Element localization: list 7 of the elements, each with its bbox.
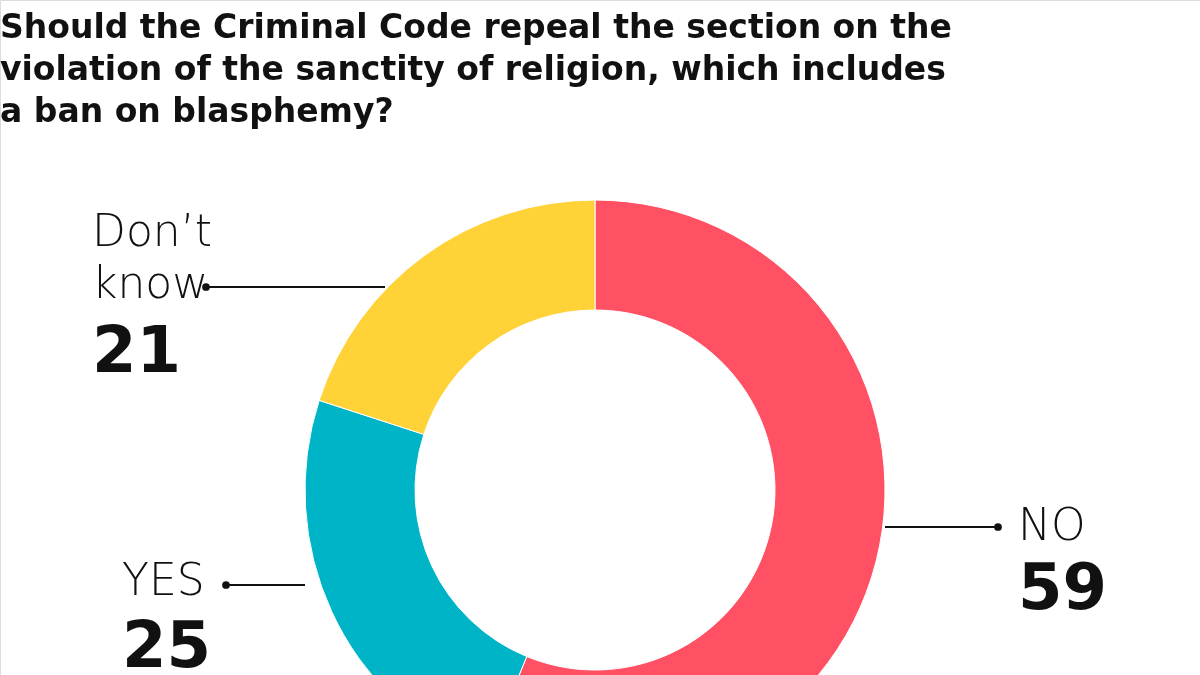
slice-label: YES [122,554,205,605]
slice-label: Don’t know [92,205,212,308]
data-label: 59 [1018,550,1108,624]
slice-label: NO [1018,499,1086,550]
data-label: 21 [92,313,182,387]
data-label: 25 [122,608,212,675]
chart-title: Should the Criminal Code repeal the section on the violation of the sanctity of religion, which includes a ban on blasphemy? [0,7,952,130]
